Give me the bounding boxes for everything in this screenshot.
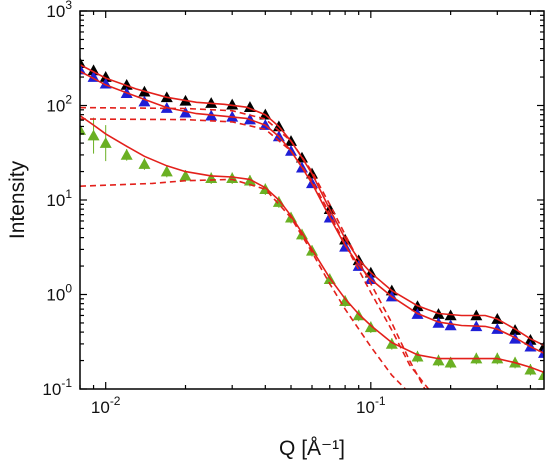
marker-2-6 [179,169,192,181]
fit-dashed-4 [80,118,430,389]
y-tick-exp: 2 [65,93,72,107]
marker-2-21 [432,354,445,366]
y-axis-label: Intensity [6,160,29,239]
y-tick-label-3: 102 [46,93,72,116]
marker-2-22 [444,356,457,368]
marker-2-4 [138,158,151,169]
marker-1-1 [87,71,100,82]
marker-2-26 [524,363,537,375]
y-tick-exp: 0 [65,282,72,296]
y-tick-base: 10 [46,2,65,21]
fit-dashed-5 [80,178,406,389]
fit-dashed-3 [80,106,426,389]
y-tick-base: 10 [46,191,65,210]
y-tick-label-4: 103 [46,0,72,21]
marker-2-7 [205,172,218,184]
fit-solid-0 [80,63,544,347]
fit-solid-2 [80,115,544,374]
marker-0-7 [205,97,218,108]
series-2 [80,112,544,381]
marker-2-2 [99,137,112,148]
x-tick-exp: -2 [110,394,121,408]
marker-2-18 [364,321,377,333]
x-tick-base: 10 [356,398,375,417]
marker-2-3 [120,148,133,160]
x-tick-label-0: 10-2 [91,394,121,417]
y-tick-label-1: 100 [46,282,72,305]
marker-2-5 [160,165,173,177]
plot-area [80,57,544,389]
y-tick-base: 10 [42,380,61,399]
data-layer [80,57,544,389]
y-tick-exp: 3 [65,0,72,12]
y-tick-exp: -1 [61,376,72,390]
marker-2-1 [87,129,100,141]
y-tick-label-2: 101 [46,187,72,210]
marker-1-22 [444,319,457,331]
y-tick-label-0: 10-1 [42,376,72,399]
plot-frame [79,10,545,390]
marker-0-8 [226,98,239,110]
x-tick-label-1: 10-1 [356,394,386,417]
fit-solid-1 [80,70,544,354]
x-tick-exp: -1 [375,394,386,408]
marker-1-4 [138,95,151,107]
y-tick-base: 10 [46,97,65,116]
x-axis-label: Q [Å⁻¹] [279,437,345,460]
marker-2-20 [411,350,424,362]
y-tick-base: 10 [46,286,65,305]
y-tick-exp: 1 [65,187,72,201]
marker-2-0 [80,124,86,135]
marker-1-8 [226,110,239,122]
x-tick-base: 10 [91,398,110,417]
